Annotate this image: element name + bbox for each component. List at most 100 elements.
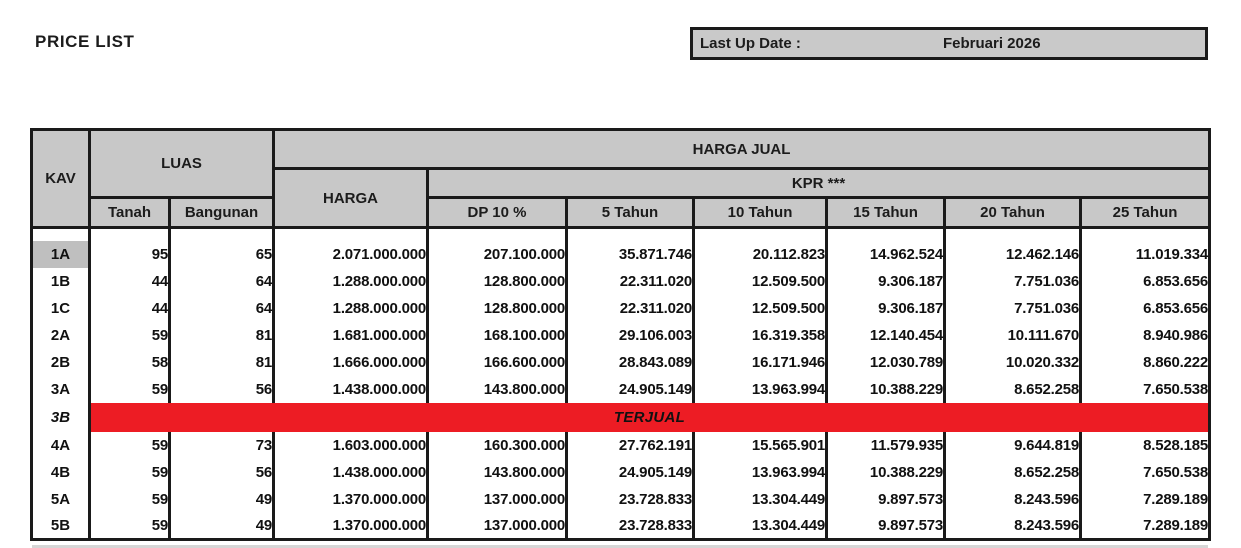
cell-t15: 12.030.789 <box>825 348 946 376</box>
cell-dp: 143.800.000 <box>426 458 568 486</box>
cell-harga: 1.288.000.000 <box>272 294 429 322</box>
col-header-kav: KAV <box>30 128 91 229</box>
cell-t10: 12.509.500 <box>692 267 828 295</box>
cell-t5: 27.762.191 <box>565 431 695 459</box>
cell-t10: 13.304.449 <box>692 485 828 513</box>
col-header-5-tahun: 5 Tahun <box>565 196 695 229</box>
col-header-luas: LUAS <box>88 128 275 199</box>
cell-tanah: 44 <box>88 294 171 322</box>
cell-t25: 8.940.986 <box>1078 321 1212 349</box>
col-header-harga-jual: HARGA JUAL <box>271 128 1212 170</box>
cell-kav: 2A <box>30 321 91 349</box>
cell-harga: 1.681.000.000 <box>272 321 429 349</box>
cell-bangunan: 81 <box>168 321 275 349</box>
last-update-value: Februari 2026 <box>943 35 1041 52</box>
cell-t25: 6.853.656 <box>1078 267 1212 295</box>
cell-t25: 8.528.185 <box>1078 431 1212 459</box>
cell-tanah: 59 <box>88 458 171 486</box>
cell-harga: 1.370.000.000 <box>272 485 429 513</box>
cell-kav: 4B <box>30 458 91 486</box>
col-header-dp: DP 10 % <box>426 196 568 229</box>
cell-bangunan: 64 <box>168 267 275 295</box>
page-title: PRICE LIST <box>35 32 135 51</box>
cell-t10: 20.112.823 <box>692 240 828 268</box>
cell-harga: 2.071.000.000 <box>272 240 429 268</box>
cell-t25: 8.860.222 <box>1078 348 1212 376</box>
cell-t15: 11.579.935 <box>825 431 946 459</box>
cell-t20: 12.462.146 <box>943 240 1082 268</box>
cell-kav: 3A <box>30 375 91 403</box>
cell-t10: 15.565.901 <box>692 431 828 459</box>
cell-t20: 10.111.670 <box>943 321 1082 349</box>
cell-t20: 7.751.036 <box>943 267 1082 295</box>
cell-t20: 8.652.258 <box>943 458 1082 486</box>
cell-kav: 3B <box>30 402 91 432</box>
table-row: 1A 95 65 2.071.000.000 207.100.000 35.871.746… <box>30 240 1212 268</box>
cell-t5: 28.843.089 <box>565 348 695 376</box>
cell-t10: 16.171.946 <box>692 348 828 376</box>
cell-dp: 166.600.000 <box>426 348 568 376</box>
cell-bangunan: 65 <box>168 240 275 268</box>
cell-dp: 128.800.000 <box>426 294 568 322</box>
cell-dp: 143.800.000 <box>426 375 568 403</box>
cell-t25: 11.019.334 <box>1078 240 1212 268</box>
col-header-25-tahun: 25 Tahun <box>1078 196 1212 229</box>
cell-t5: 22.311.020 <box>565 294 695 322</box>
cell-tanah: 44 <box>88 267 171 295</box>
cell-tanah: 58 <box>88 348 171 376</box>
cell-tanah: 59 <box>88 431 171 459</box>
cell-bangunan: 73 <box>168 431 275 459</box>
cell-t5: 29.106.003 <box>565 321 695 349</box>
cell-kav: 5B <box>30 512 91 540</box>
table-row-sold: 3B TERJUAL <box>30 402 1212 432</box>
cell-t20: 8.652.258 <box>943 375 1082 403</box>
table-row: 5B 59 49 1.370.000.000 137.000.000 23.728.833… <box>30 512 1212 540</box>
cell-dp: 207.100.000 <box>426 240 568 268</box>
cell-harga: 1.438.000.000 <box>272 458 429 486</box>
cell-t25: 7.289.189 <box>1078 512 1212 540</box>
table-row: 4A 59 73 1.603.000.000 160.300.000 27.762.191… <box>30 431 1212 459</box>
cell-bangunan: 56 <box>168 375 275 403</box>
cell-t5: 22.311.020 <box>565 267 695 295</box>
cell-t15: 9.306.187 <box>825 267 946 295</box>
table-row: 3A 59 56 1.438.000.000 143.800.000 24.905.149… <box>30 375 1212 403</box>
cell-t15: 14.962.524 <box>825 240 946 268</box>
cell-harga: 1.288.000.000 <box>272 267 429 295</box>
col-header-20-tahun: 20 Tahun <box>943 196 1082 229</box>
cell-kav: 1B <box>30 267 91 295</box>
cell-kav: 4A <box>30 431 91 459</box>
table-row: 2A 59 81 1.681.000.000 168.100.000 29.106.003… <box>30 321 1212 349</box>
table-row: 4B 59 56 1.438.000.000 143.800.000 24.905.149… <box>30 458 1212 486</box>
cell-t5: 24.905.149 <box>565 458 695 486</box>
cell-dp: 160.300.000 <box>426 431 568 459</box>
cell-t20: 8.243.596 <box>943 512 1082 540</box>
cell-t15: 9.306.187 <box>825 294 946 322</box>
cell-harga: 1.438.000.000 <box>272 375 429 403</box>
table-row: 2B 58 81 1.666.000.000 166.600.000 28.843.089… <box>30 348 1212 376</box>
spacer-row <box>30 227 1212 241</box>
cell-dp: 168.100.000 <box>426 321 568 349</box>
last-update-box: Last Up Date : Februari 2026 <box>690 27 1208 60</box>
col-header-harga: HARGA <box>272 167 429 229</box>
cell-t20: 10.020.332 <box>943 348 1082 376</box>
cell-kav: 2B <box>30 348 91 376</box>
cell-bangunan: 81 <box>168 348 275 376</box>
cell-t20: 8.243.596 <box>943 485 1082 513</box>
cell-t5: 35.871.746 <box>565 240 695 268</box>
cell-kav: 1A <box>30 240 91 268</box>
last-update-label: Last Up Date : <box>700 35 801 52</box>
col-header-10-tahun: 10 Tahun <box>692 196 828 229</box>
cell-t10: 16.319.358 <box>692 321 828 349</box>
col-header-kpr: KPR *** <box>425 167 1212 199</box>
cell-t25: 6.853.656 <box>1078 294 1212 322</box>
cell-dp: 128.800.000 <box>426 267 568 295</box>
col-header-bangunan: Bangunan <box>168 196 275 229</box>
price-table: KAV LUAS HARGA JUAL HARGA KPR *** Tanah … <box>30 128 1212 541</box>
cell-bangunan: 56 <box>168 458 275 486</box>
cell-tanah: 59 <box>88 485 171 513</box>
table-row: 1B 44 64 1.288.000.000 128.800.000 22.311.020… <box>30 267 1212 295</box>
cell-t25: 7.289.189 <box>1078 485 1212 513</box>
cell-t5: 24.905.149 <box>565 375 695 403</box>
cell-harga: 1.666.000.000 <box>272 348 429 376</box>
